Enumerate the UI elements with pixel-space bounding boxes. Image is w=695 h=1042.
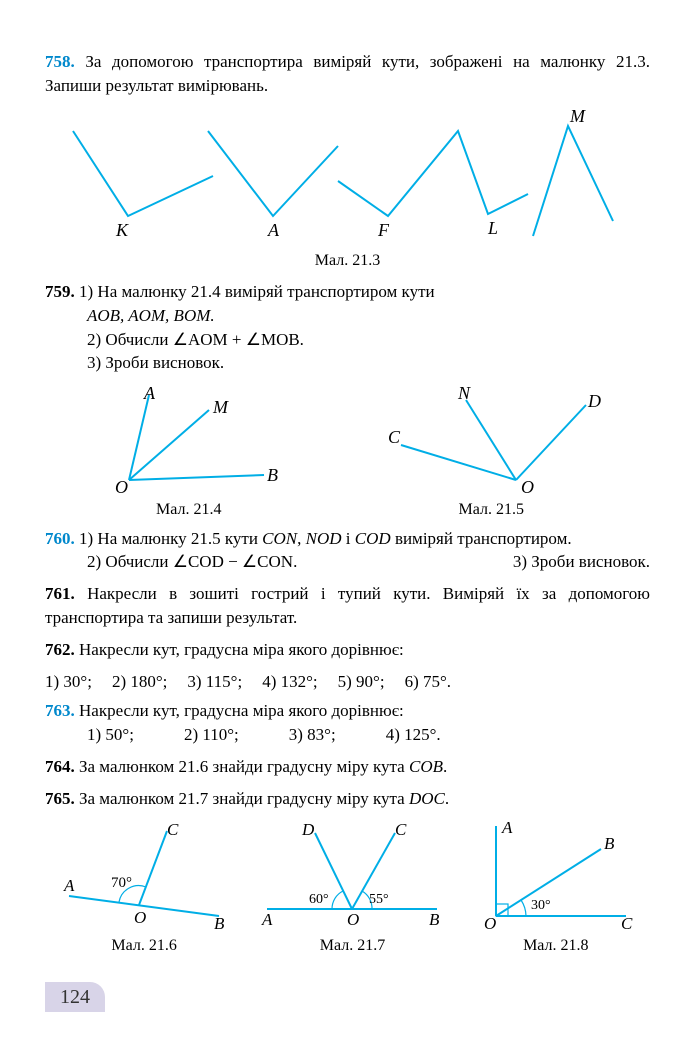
problem-text-line: 3) Зроби висновок. xyxy=(45,351,650,375)
option: 6) 75°. xyxy=(405,670,451,694)
problem-text: Накресли кут, градусна міра якого дорівн… xyxy=(79,640,404,659)
svg-text:B: B xyxy=(604,834,615,853)
svg-text:K: K xyxy=(115,220,129,240)
problem-763: 763. Накресли кут, градусна міра якого д… xyxy=(45,699,650,747)
figure-21-6: A O B C 70° Мал. 21.6 xyxy=(59,821,229,957)
option: 4) 125°. xyxy=(386,723,441,747)
figure-caption: Мал. 21.7 xyxy=(257,935,447,957)
svg-text:C: C xyxy=(621,914,633,931)
option: 5) 90°; xyxy=(338,670,385,694)
svg-text:30°: 30° xyxy=(531,898,551,913)
figure-21-7: A O B D C 60° 55° Мал. 21.7 xyxy=(257,821,447,957)
problem-number: 765. xyxy=(45,789,75,808)
svg-text:B: B xyxy=(429,910,440,929)
svg-text:A: A xyxy=(267,220,280,240)
svg-text:O: O xyxy=(115,477,128,495)
problem-762: 762. Накресли кут, градусна міра якого д… xyxy=(45,638,650,662)
figure-row: A M O B Мал. 21.4 N D C O Мал. 21.5 xyxy=(45,385,650,521)
option: 2) 180°; xyxy=(112,670,167,694)
svg-text:O: O xyxy=(521,477,534,495)
svg-text:70°: 70° xyxy=(111,875,132,891)
figure-21-3: K A F L M Мал. 21.3 xyxy=(45,106,650,272)
svg-text:C: C xyxy=(395,821,407,839)
svg-text:B: B xyxy=(267,465,278,485)
option: 1) 50°; xyxy=(87,723,134,747)
problem-764: 764. За малюнком 21.6 знайди градусну мі… xyxy=(45,755,650,779)
svg-text:A: A xyxy=(501,821,513,837)
svg-text:D: D xyxy=(587,391,601,411)
figure-21-4: A M O B Мал. 21.4 xyxy=(89,385,289,521)
figure-row-bottom: A O B C 70° Мал. 21.6 A O B D C xyxy=(45,821,650,957)
problem-number: 759. xyxy=(45,282,75,301)
problem-text: За малюнком 21.7 знайди градусну міру ку… xyxy=(79,789,449,808)
problem-text-line: AOB, AOM, BOM. xyxy=(45,304,650,328)
problem-text-part: 3) Зроби висновок. xyxy=(513,550,650,574)
problem-759: 759. 1) На малюнку 21.4 виміряй транспор… xyxy=(45,280,650,375)
svg-text:O: O xyxy=(484,914,496,931)
svg-text:C: C xyxy=(167,821,179,839)
problem-text: Накресли кут, градусна міра якого дорівн… xyxy=(79,701,404,720)
option: 4) 132°; xyxy=(262,670,317,694)
problem-number: 763. xyxy=(45,701,75,720)
problem-number: 761. xyxy=(45,584,75,603)
figure-caption: Мал. 21.6 xyxy=(59,935,229,957)
figure-caption: Мал. 21.8 xyxy=(476,935,636,957)
options-row: 1) 50°; 2) 110°; 3) 83°; 4) 125°. xyxy=(45,723,650,747)
problem-text-part: 2) Обчисли ∠COD − ∠CON. xyxy=(87,550,297,574)
problem-number: 758. xyxy=(45,52,75,71)
problem-text: Накресли в зошиті гострий і тупий кути. … xyxy=(45,584,650,627)
svg-text:B: B xyxy=(214,914,225,931)
svg-text:O: O xyxy=(347,910,359,929)
problem-number: 764. xyxy=(45,757,75,776)
figure-21-5: N D C O Мал. 21.5 xyxy=(376,385,606,521)
option: 1) 30°; xyxy=(45,670,92,694)
figure-caption: Мал. 21.3 xyxy=(45,250,650,272)
problem-761: 761. Накресли в зошиті гострий і тупий к… xyxy=(45,582,650,630)
options-row: 1) 30°; 2) 180°; 3) 115°; 4) 132°; 5) 90… xyxy=(45,670,650,694)
option: 3) 115°; xyxy=(187,670,242,694)
problem-number: 760. xyxy=(45,529,75,548)
option: 2) 110°; xyxy=(184,723,239,747)
problem-text: 1) На малюнку 21.5 кути CON, NOD і COD в… xyxy=(79,529,572,548)
option: 3) 83°; xyxy=(289,723,336,747)
svg-text:M: M xyxy=(212,397,229,417)
svg-text:L: L xyxy=(487,218,498,238)
figure-caption: Мал. 21.5 xyxy=(376,499,606,521)
angles-diagram: K A F L M xyxy=(58,106,638,246)
svg-text:D: D xyxy=(301,821,315,839)
problem-text: За малюнком 21.6 знайди градусну міру ку… xyxy=(79,757,447,776)
svg-text:O: O xyxy=(134,908,146,927)
problem-text: 1) На малюнку 21.4 виміряй транспортиром… xyxy=(79,282,435,301)
svg-text:A: A xyxy=(261,910,273,929)
svg-text:N: N xyxy=(457,385,471,403)
problem-subline: 2) Обчисли ∠COD − ∠CON. 3) Зроби висново… xyxy=(45,550,650,574)
figure-caption: Мал. 21.4 xyxy=(89,499,289,521)
svg-text:M: M xyxy=(569,106,586,126)
problem-758: 758. За допомогою транспортира виміряй к… xyxy=(45,50,650,98)
figure-21-8: A B O C 30° Мал. 21.8 xyxy=(476,821,636,957)
problem-number: 762. xyxy=(45,640,75,659)
page-number: 124 xyxy=(45,982,105,1012)
problem-760: 760. 1) На малюнку 21.5 кути CON, NOD і … xyxy=(45,527,650,575)
svg-text:60°: 60° xyxy=(309,892,329,907)
svg-text:C: C xyxy=(388,427,401,447)
svg-text:A: A xyxy=(143,385,156,403)
svg-text:A: A xyxy=(63,876,75,895)
problem-text: За допомогою транспортира виміряй кути, … xyxy=(45,52,650,95)
svg-text:F: F xyxy=(377,220,390,240)
problem-text-line: 2) Обчисли ∠AOM + ∠MOB. xyxy=(45,328,650,352)
problem-765: 765. За малюнком 21.7 знайди градусну мі… xyxy=(45,787,650,811)
svg-text:55°: 55° xyxy=(369,892,389,907)
